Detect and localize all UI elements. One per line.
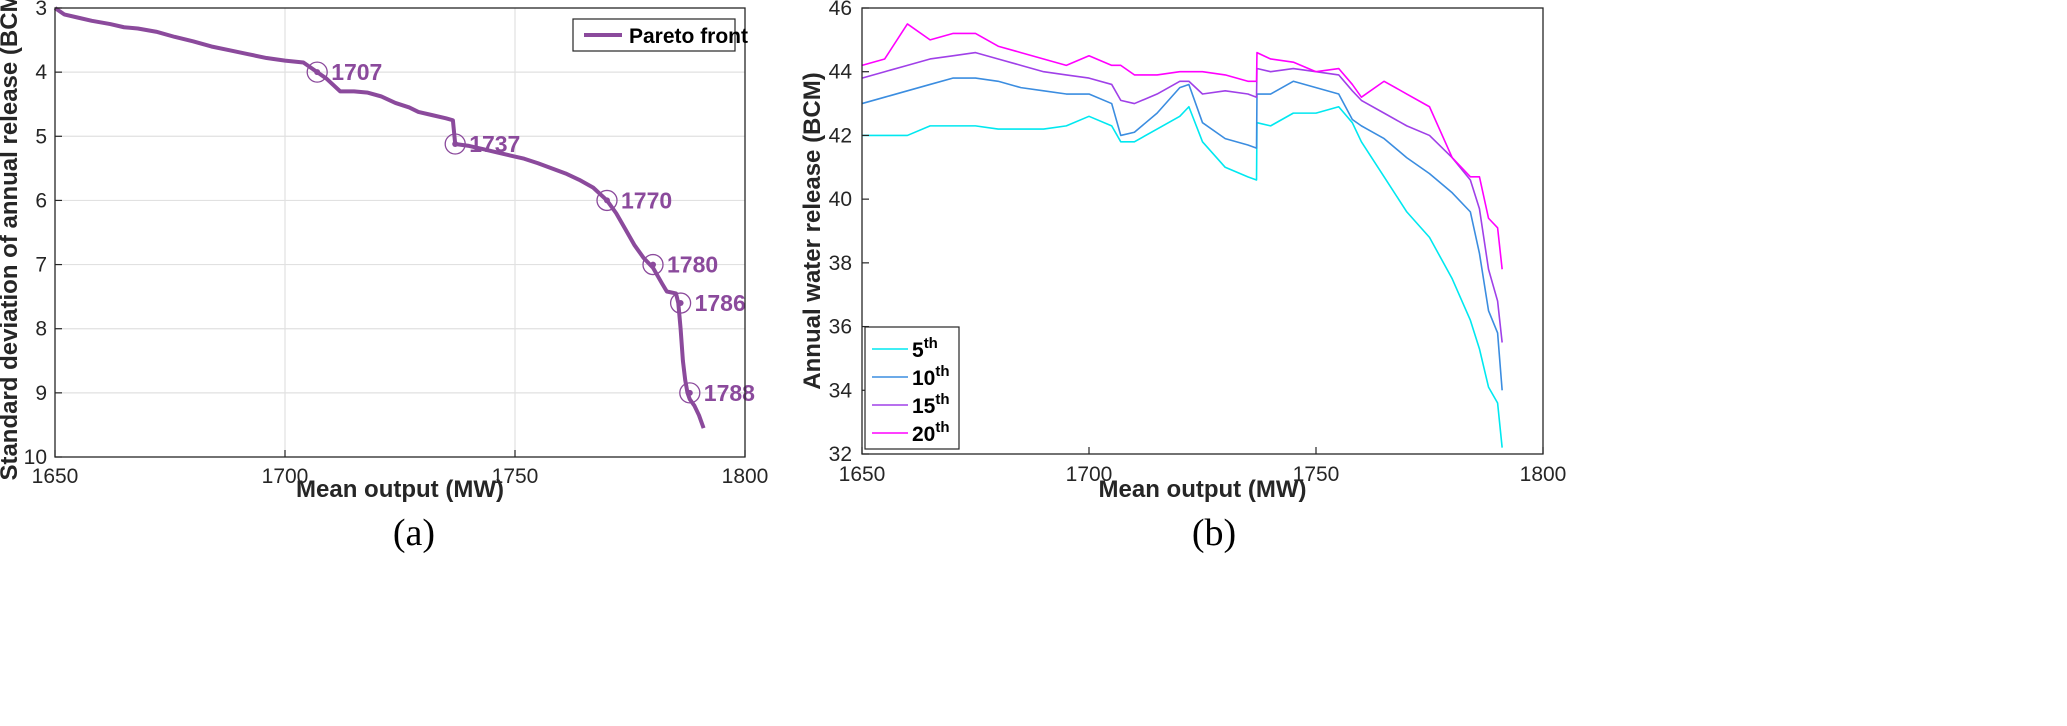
panel-a-axes-frame [54,7,746,458]
panel-b-x-ticks: 1650 1700 1750 1800 [839,447,1567,486]
annotation-marker-1788 [679,382,701,404]
y-tick-label: 38 [829,252,852,275]
y-tick-label: 44 [829,61,853,84]
y-tick-label: 9 [35,382,47,405]
annotation-marker-1737 [444,133,466,155]
y-tick-label: 46 [829,0,852,20]
x-tick-label: 1800 [1520,463,1567,486]
panel-b-chart: 1650 1700 1750 1800 32 34 36 38 40 42 44 46 5th10t… [799,0,1566,554]
annotation-marker-1780 [642,253,664,276]
x-tick-label: 1650 [32,465,79,488]
x-tick-label: 1700 [262,465,309,488]
annotation-marker-1707 [306,61,328,83]
x-tick-label: 1750 [1293,463,1340,486]
panel-a-gridlines [55,8,745,457]
y-tick-label: 42 [829,124,852,147]
annotation-point-1770 [604,197,610,204]
annotation-label-1788: 1788 [704,380,755,406]
annotation-point-1780 [650,261,656,268]
y-tick-label: 10 [24,446,47,469]
panel-b-y-ticks: 32 34 36 38 40 42 44 46 [829,0,869,466]
panel-b-axes-frame [861,7,1544,455]
y-tick-label: 36 [829,316,852,339]
y-tick-label: 34 [829,379,853,402]
panel-b-x-axis-label: Mean output (MW) [1099,476,1307,503]
annotation-marker-1770 [596,189,618,212]
legend-label-suffix: th [935,363,949,380]
panel-a-chart: 1707 1737 1770 1780 1786 1788 1650 1700 1750 180… [0,0,768,554]
x-tick-label: 1800 [722,465,769,488]
panel-a-annotations: 1707 1737 1770 1780 1786 1788 [306,59,755,406]
panel-a-label: (a) [393,512,435,554]
y-tick-label: 4 [35,61,47,84]
x-tick-label: 1700 [1066,463,1113,486]
legend-label-10th: 10th [912,363,950,390]
legend-label-pareto-front: Pareto front [629,25,748,48]
annotation-point-1707 [314,69,321,76]
x-tick-label: 1750 [492,465,539,488]
panel-b-legend-box [864,326,960,450]
y-tick-label: 6 [35,189,47,212]
annotation-label-1707: 1707 [331,59,382,85]
y-tick-label: 8 [35,318,47,341]
annotation-label-1786: 1786 [695,290,746,316]
panel-a-y-axis-label: Standard deviation of annual release (BC… [0,0,23,481]
series-line-20th [861,23,1503,270]
y-tick-label: 3 [35,0,47,20]
y-tick-label: 5 [35,125,47,148]
annotation-label-1770: 1770 [621,187,672,213]
annotation-point-1786 [677,300,684,307]
y-tick-label: 7 [35,254,47,277]
annotation-marker-1786 [669,292,692,314]
legend-label-suffix: th [935,419,949,436]
series-line-10th [861,77,1503,391]
y-tick-label: 40 [829,188,852,211]
annotation-point-1788 [686,389,693,396]
panel-a-y-ticks: 3 4 5 6 7 8 9 10 [24,0,62,469]
panel-a-x-axis-label: Mean output (MW) [296,476,504,503]
panel-b-series [861,23,1503,448]
series-line-15th [861,51,1503,343]
series-line-5th [862,105,1503,448]
panel-b-label: (b) [1192,512,1236,554]
panel-a-legend: Pareto front [572,18,748,52]
annotation-point-1737 [452,140,459,147]
legend-label-suffix: th [935,391,949,408]
panel-a-x-ticks: 1650 1700 1750 1800 [32,450,769,488]
y-tick-label: 32 [829,443,852,466]
legend-label-suffix: th [924,335,938,352]
annotation-label-1737: 1737 [469,131,520,157]
panel-b-y-axis-label: Annual water release (BCM) [799,72,826,389]
annotation-label-1780: 1780 [667,252,718,278]
x-tick-label: 1650 [839,463,886,486]
